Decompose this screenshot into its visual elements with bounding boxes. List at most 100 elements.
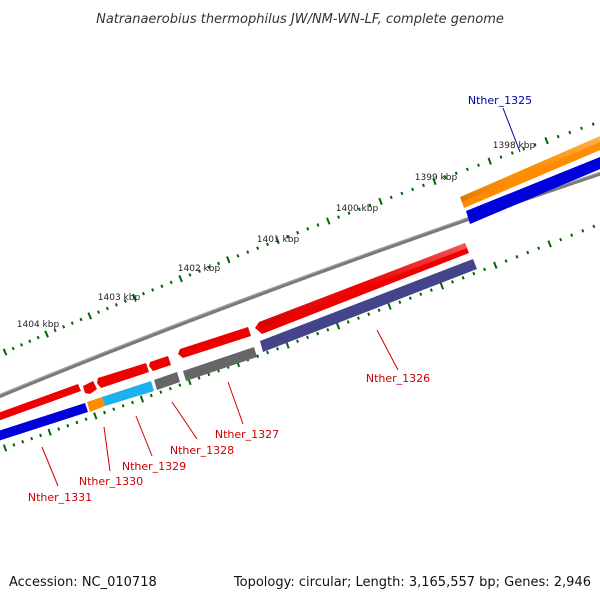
inner-minor-tick [12, 443, 16, 447]
gene-label-nther-1325[interactable]: Nther_1325 [468, 94, 532, 107]
tick-label-1401: 1401 kbp [257, 235, 300, 245]
outer-minor-tick [422, 183, 425, 188]
outer-major-tick [87, 312, 93, 320]
leader-nther-1330 [103, 426, 111, 472]
inner-major-tick [335, 322, 341, 330]
gene-feature-nther-1328[interactable] [154, 372, 180, 390]
inner-minor-tick [149, 393, 153, 398]
feature-shine-orange [460, 136, 600, 202]
leader-nther-1329 [135, 415, 153, 457]
inner-minor-tick [377, 308, 381, 312]
outer-minor-tick [141, 291, 146, 296]
outer-minor-tick [169, 280, 173, 285]
gene-feature-nther-1325-blue[interactable] [466, 155, 600, 224]
gene-label-nther-1331[interactable]: Nther_1331 [28, 491, 92, 504]
gene-group-nther-1325 [460, 136, 600, 224]
inner-major-tick [387, 302, 392, 310]
inner-minor-tick [159, 390, 163, 394]
gene-label-nther-1329[interactable]: Nther_1329 [122, 460, 186, 473]
outer-minor-tick [79, 317, 83, 322]
outer-minor-tick [11, 346, 15, 351]
outer-minor-tick [28, 339, 32, 344]
outer-minor-tick [568, 130, 572, 135]
outer-minor-tick [347, 211, 351, 215]
inner-minor-tick [131, 400, 134, 405]
outer-minor-tick [296, 230, 300, 235]
outer-major-tick [275, 236, 280, 245]
inner-minor-tick [276, 347, 279, 351]
inner-minor-tick [483, 267, 487, 272]
outer-minor-tick [62, 325, 66, 329]
outer-minor-tick [443, 175, 447, 180]
gene-feature-red-1327[interactable] [178, 327, 251, 358]
outer-minor-tick [454, 171, 458, 176]
inner-minor-tick [75, 420, 79, 425]
inner-minor-tick [39, 433, 43, 438]
outer-minor-tick [246, 250, 250, 254]
inner-minor-tick [121, 404, 125, 408]
gene-feature-nther-1330[interactable] [87, 397, 105, 412]
gene-feature-nther-1331-reverse[interactable] [0, 403, 88, 442]
outer-major-tick [432, 177, 437, 186]
outer-minor-tick [368, 203, 372, 208]
inner-minor-tick [21, 439, 25, 444]
outer-minor-tick [217, 261, 221, 266]
inner-minor-tick [592, 224, 596, 229]
outer-minor-tick [160, 284, 164, 288]
gene-label-nther-1330[interactable]: Nther_1330 [79, 475, 143, 488]
inner-minor-tick [472, 271, 476, 276]
inner-minor-tick [559, 237, 563, 242]
gene-feature-small-red-3[interactable] [149, 356, 171, 371]
inner-minor-tick [296, 339, 299, 343]
accession-text: Accession: NC_010718 [9, 575, 157, 590]
inner-major-tick [47, 428, 52, 436]
outer-minor-tick [97, 310, 101, 314]
inner-minor-tick [66, 423, 70, 428]
inner-minor-tick [30, 436, 34, 441]
inner-major-tick [439, 282, 445, 290]
outer-minor-tick [19, 343, 24, 347]
outer-major-tick [544, 137, 549, 145]
outer-minor-tick [400, 191, 404, 196]
inner-major-tick [2, 444, 8, 452]
leader-nther-1331 [41, 446, 59, 487]
inner-minor-tick [326, 328, 330, 332]
inner-minor-tick [504, 259, 508, 263]
inner-minor-tick [178, 383, 182, 387]
inner-minor-tick [346, 320, 350, 324]
outer-minor-tick [151, 288, 155, 292]
outer-tick-track [2, 122, 595, 356]
leader-nther-1327 [227, 381, 244, 425]
outer-major-tick [226, 256, 231, 264]
outer-minor-tick [499, 155, 503, 159]
gene-label-nther-1326[interactable]: Nther_1326 [366, 372, 430, 385]
inner-minor-tick [84, 417, 88, 421]
inner-major-tick [547, 240, 552, 248]
tick-label-1402: 1402 kbp [178, 264, 221, 274]
tick-label-1400: 1400 kbp [336, 204, 379, 214]
inner-minor-tick [57, 427, 61, 431]
outer-minor-tick [207, 265, 211, 270]
tick-label-1399: 1399 kbp [415, 173, 458, 183]
gene-feature-nther-1327-reverse[interactable] [183, 347, 257, 381]
gene-feature-nther-1329[interactable] [102, 381, 154, 406]
outer-minor-tick [123, 299, 127, 303]
outer-major-tick [378, 197, 383, 205]
inner-minor-tick [461, 276, 465, 280]
forward-strand-track [0, 243, 469, 422]
topology-text: Topology: circular; Length: 3,165,557 bp… [233, 575, 591, 590]
feature-shine [259, 243, 467, 328]
inner-minor-tick [537, 246, 541, 250]
gene-feature-small-red-1[interactable] [83, 381, 97, 394]
inner-tick-track [2, 224, 596, 452]
inner-major-tick [139, 395, 145, 403]
gene-feature-nther-1326-reverse[interactable] [260, 259, 477, 352]
gene-feature-small-red-2[interactable] [97, 363, 149, 388]
outer-minor-tick [105, 306, 109, 311]
gene-label-nther-1328[interactable]: Nther_1328 [170, 444, 234, 457]
gene-label-nther-1327[interactable]: Nther_1327 [215, 428, 279, 441]
gene-feature-nther-1331-forward[interactable] [0, 384, 81, 422]
leader-nther-1328 [171, 401, 198, 440]
outer-minor-tick [465, 167, 469, 172]
